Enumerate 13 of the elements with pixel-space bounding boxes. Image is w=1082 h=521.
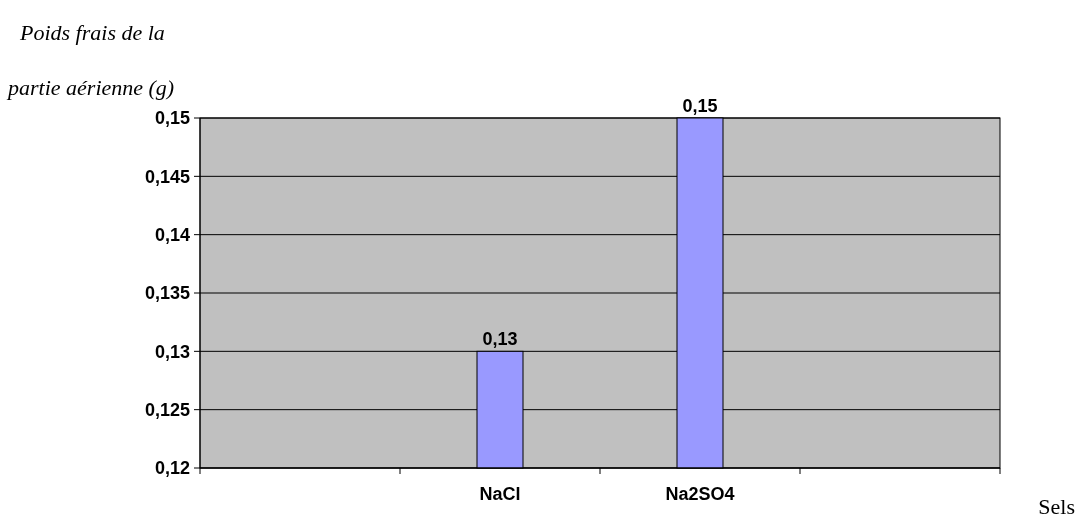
y-tick-label: 0,15 xyxy=(154,108,190,129)
data-label: 0,13 xyxy=(482,329,518,350)
x-axis-title: Sels xyxy=(1038,494,1075,519)
y-tick-label: 0,12 xyxy=(154,458,190,479)
x-tick-label: Na2SO4 xyxy=(665,484,735,504)
x-tick-label: NaCl xyxy=(479,484,521,504)
y-tick-label: 0,125 xyxy=(144,399,190,420)
y-tick-label: 0,14 xyxy=(154,224,190,245)
y-tick-label: 0,145 xyxy=(144,166,190,187)
y-tick-label: 0,135 xyxy=(144,283,190,304)
data-label: 0,15 xyxy=(682,96,718,116)
y-tick-label: 0,13 xyxy=(154,341,190,362)
text: Poids frais de la partie aérienne (g) xyxy=(8,20,175,100)
